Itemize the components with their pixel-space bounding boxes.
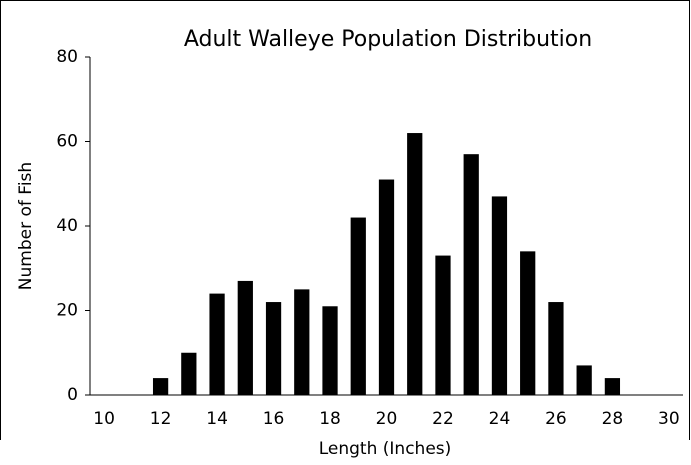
frame xyxy=(0,0,690,440)
x-tick-label: 28 xyxy=(602,409,624,429)
x-tick-label: 10 xyxy=(93,409,115,429)
x-axis-title: Length (Inches) xyxy=(319,439,452,459)
bar xyxy=(294,289,310,395)
x-tick-label: 18 xyxy=(319,409,341,429)
x-tick-label: 12 xyxy=(150,409,172,429)
bar xyxy=(152,378,169,395)
y-tick-label: 20 xyxy=(56,301,78,321)
x-tick-label: 26 xyxy=(545,409,567,429)
bar xyxy=(435,255,451,395)
bar xyxy=(181,352,197,395)
bar xyxy=(322,306,338,395)
bar xyxy=(548,302,564,395)
bar xyxy=(265,302,282,395)
y-tick-label: 0 xyxy=(67,385,78,405)
bar xyxy=(604,378,621,395)
y-tick-label: 80 xyxy=(56,47,78,67)
y-tick-label: 40 xyxy=(56,216,78,236)
bar xyxy=(237,280,253,395)
chart-title: Adult Walleye Population Distribution xyxy=(184,27,592,52)
x-tick-label: 24 xyxy=(489,409,511,429)
x-tick-label: 20 xyxy=(376,409,398,429)
x-tick-label: 22 xyxy=(432,409,454,429)
x-tick-label: 30 xyxy=(658,409,680,429)
bar xyxy=(491,196,508,395)
x-tick-label: 16 xyxy=(263,409,285,429)
bar xyxy=(350,217,366,395)
bar xyxy=(463,154,479,395)
bar xyxy=(576,365,592,395)
bar xyxy=(209,293,225,395)
bar xyxy=(378,179,395,395)
y-tick-label: 60 xyxy=(56,132,78,152)
bar xyxy=(520,251,536,395)
x-tick-label: 14 xyxy=(206,409,228,429)
bar xyxy=(407,133,423,396)
y-axis-title: Number of Fish xyxy=(16,162,36,290)
